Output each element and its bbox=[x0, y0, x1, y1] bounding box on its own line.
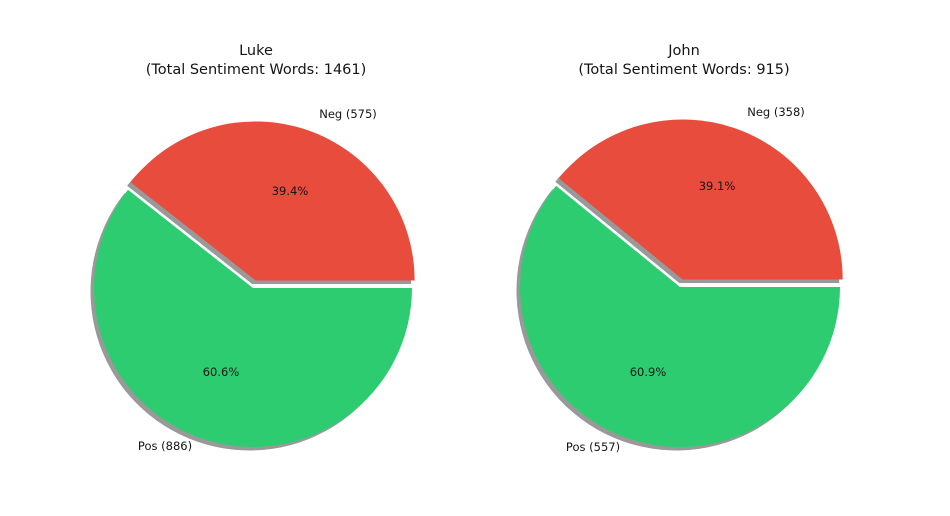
chart-title-subtitle: (Total Sentiment Words: 915) bbox=[578, 62, 790, 78]
chart-title-john: John (Total Sentiment Words: 915) bbox=[578, 42, 789, 80]
slice-label-pos-john: Pos (557) bbox=[565, 440, 621, 454]
pct-label-neg-luke: 39.4% bbox=[271, 184, 309, 198]
chart-title-line1: Luke bbox=[239, 43, 273, 59]
pct-label-pos-luke: 60.6% bbox=[202, 365, 240, 379]
slice-label-neg-luke: Neg (575) bbox=[319, 107, 377, 121]
pie-john bbox=[516, 119, 843, 451]
pct-label-pos-john: 60.9% bbox=[629, 365, 667, 379]
pie-luke bbox=[90, 121, 415, 451]
pct-label-neg-john: 39.1% bbox=[698, 179, 736, 193]
chart-title-subtitle: (Total Sentiment Words: 1461) bbox=[145, 62, 367, 78]
chart-title-luke: Luke (Total Sentiment Words: 1461) bbox=[146, 42, 367, 80]
slice-label-pos-luke: Pos (886) bbox=[137, 439, 193, 453]
chart-title-line1: John bbox=[668, 43, 700, 59]
slice-label-neg-john: Neg (358) bbox=[747, 105, 805, 119]
